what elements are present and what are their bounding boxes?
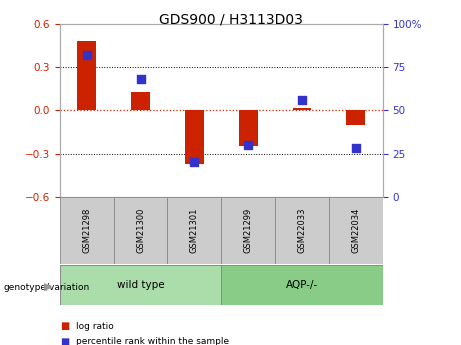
- FancyBboxPatch shape: [167, 197, 221, 264]
- Text: GSM22033: GSM22033: [297, 208, 307, 253]
- Point: [191, 159, 198, 165]
- Point: [244, 142, 252, 148]
- Bar: [131, 92, 150, 110]
- Text: ■: ■: [60, 321, 69, 331]
- Point: [83, 52, 90, 58]
- Text: wild type: wild type: [117, 280, 165, 290]
- Text: log ratio: log ratio: [76, 322, 114, 331]
- Bar: [346, 110, 365, 126]
- FancyBboxPatch shape: [114, 197, 167, 264]
- Text: GSM21300: GSM21300: [136, 208, 145, 253]
- FancyBboxPatch shape: [60, 197, 114, 264]
- Text: ▶: ▶: [44, 282, 53, 292]
- Text: GSM21301: GSM21301: [190, 208, 199, 253]
- Text: GDS900 / H3113D03: GDS900 / H3113D03: [159, 12, 302, 26]
- Text: ■: ■: [60, 337, 69, 345]
- Point: [137, 77, 144, 82]
- Text: genotype/variation: genotype/variation: [4, 283, 90, 292]
- Text: GSM21299: GSM21299: [244, 208, 253, 253]
- FancyBboxPatch shape: [275, 197, 329, 264]
- Bar: [185, 110, 204, 164]
- Text: percentile rank within the sample: percentile rank within the sample: [76, 337, 229, 345]
- Bar: [239, 110, 258, 146]
- FancyBboxPatch shape: [329, 197, 383, 264]
- FancyBboxPatch shape: [221, 265, 383, 305]
- Bar: [293, 108, 311, 110]
- Point: [352, 146, 360, 151]
- Point: [298, 97, 306, 103]
- Text: GSM21298: GSM21298: [83, 208, 91, 253]
- Text: AQP-/-: AQP-/-: [286, 280, 318, 290]
- FancyBboxPatch shape: [60, 265, 221, 305]
- Text: GSM22034: GSM22034: [351, 208, 360, 253]
- FancyBboxPatch shape: [221, 197, 275, 264]
- Bar: [77, 41, 96, 110]
